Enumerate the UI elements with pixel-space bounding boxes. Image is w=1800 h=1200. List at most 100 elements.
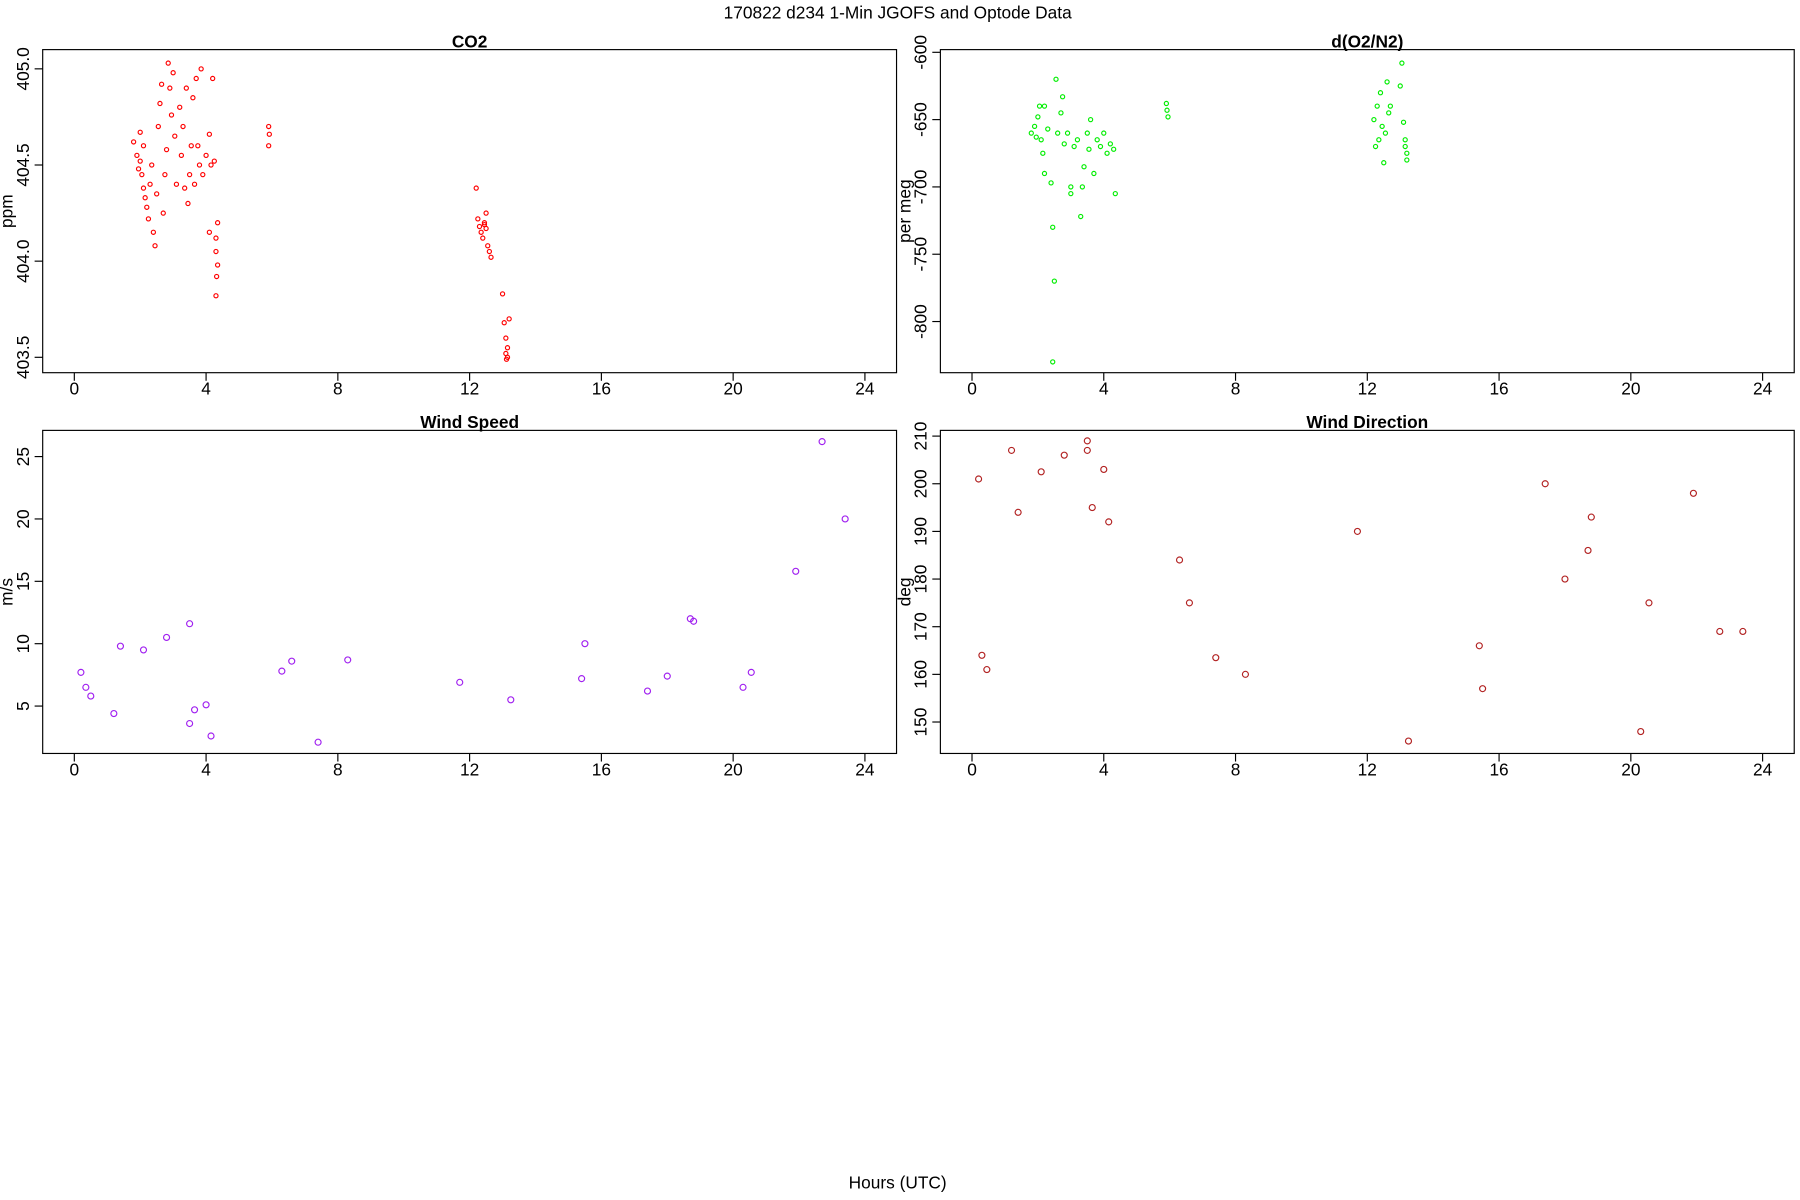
point bbox=[211, 158, 217, 164]
point bbox=[818, 438, 826, 446]
point bbox=[1400, 119, 1407, 125]
point bbox=[485, 243, 491, 249]
point bbox=[1087, 116, 1094, 123]
x-tick-label: 24 bbox=[1753, 759, 1773, 779]
point bbox=[456, 678, 464, 686]
x-tick-label: 16 bbox=[592, 759, 611, 779]
point bbox=[1068, 190, 1074, 197]
point bbox=[1397, 83, 1403, 89]
point bbox=[1037, 468, 1045, 476]
x-tick-label: 20 bbox=[1621, 759, 1640, 779]
point bbox=[147, 181, 153, 187]
point bbox=[150, 229, 157, 235]
point bbox=[152, 243, 158, 249]
point bbox=[481, 220, 488, 226]
point bbox=[1031, 123, 1038, 129]
point bbox=[82, 683, 90, 691]
point bbox=[1041, 103, 1048, 109]
point bbox=[480, 235, 486, 241]
point bbox=[1051, 278, 1058, 284]
point bbox=[1689, 489, 1698, 497]
y-axis-label: per meg bbox=[894, 179, 914, 242]
point bbox=[1036, 103, 1043, 109]
point bbox=[1059, 94, 1066, 100]
point bbox=[163, 146, 170, 153]
point bbox=[1645, 599, 1653, 607]
point bbox=[183, 85, 189, 91]
x-tick-label: 12 bbox=[460, 379, 479, 399]
point bbox=[186, 171, 193, 178]
point bbox=[1107, 141, 1114, 147]
y-tick-label: 20 bbox=[13, 509, 33, 528]
point bbox=[185, 200, 191, 207]
point bbox=[87, 692, 95, 700]
point bbox=[137, 158, 143, 164]
point bbox=[1083, 437, 1091, 445]
point bbox=[77, 668, 85, 676]
x-tick-label: 16 bbox=[1489, 379, 1508, 399]
point bbox=[1372, 143, 1379, 150]
point bbox=[483, 210, 489, 216]
point bbox=[182, 185, 188, 191]
chart-title: Wind Speed bbox=[420, 412, 519, 432]
point bbox=[506, 316, 512, 322]
point bbox=[1058, 110, 1064, 116]
x-tick-label: 12 bbox=[1358, 379, 1377, 399]
point bbox=[154, 191, 160, 197]
y-tick-label: 150 bbox=[911, 708, 931, 737]
point bbox=[137, 129, 143, 135]
point bbox=[160, 210, 166, 216]
point bbox=[1101, 130, 1107, 136]
point bbox=[180, 123, 186, 130]
point bbox=[142, 195, 148, 201]
point bbox=[314, 738, 322, 746]
point bbox=[1739, 627, 1747, 636]
point bbox=[162, 633, 171, 642]
point bbox=[581, 640, 589, 648]
point bbox=[190, 95, 196, 101]
point bbox=[157, 100, 163, 107]
point bbox=[200, 171, 206, 178]
y-tick-label: 190 bbox=[911, 517, 931, 546]
point bbox=[501, 320, 507, 326]
point bbox=[167, 85, 173, 91]
y-axis-label: ppm bbox=[0, 194, 17, 228]
point bbox=[1071, 143, 1077, 150]
chart-title: d(O2/N2) bbox=[1331, 31, 1403, 51]
point bbox=[168, 112, 175, 118]
point bbox=[690, 617, 698, 625]
x-axis-label: Hours (UTC) bbox=[849, 1172, 947, 1192]
point bbox=[1716, 627, 1724, 636]
point bbox=[1587, 513, 1595, 521]
point bbox=[1040, 150, 1046, 156]
point bbox=[1404, 737, 1413, 745]
point bbox=[213, 235, 219, 241]
point bbox=[206, 229, 213, 235]
x-tick-label: 16 bbox=[592, 379, 611, 399]
point bbox=[172, 133, 178, 139]
point bbox=[1379, 123, 1385, 129]
point bbox=[1050, 359, 1056, 365]
point bbox=[488, 254, 494, 260]
point bbox=[139, 171, 145, 178]
x-tick-label: 8 bbox=[333, 759, 343, 779]
point bbox=[1404, 157, 1410, 163]
point bbox=[190, 706, 199, 714]
y-tick-label: 5 bbox=[13, 701, 33, 711]
x-tick-label: 4 bbox=[1099, 379, 1109, 399]
point bbox=[203, 152, 209, 159]
point bbox=[207, 732, 215, 740]
point bbox=[1382, 130, 1389, 136]
point bbox=[198, 66, 204, 72]
y-axis-label: m/s bbox=[0, 578, 17, 606]
y-tick-label: 200 bbox=[911, 469, 931, 498]
point bbox=[1053, 76, 1059, 82]
point bbox=[1374, 103, 1380, 109]
point bbox=[186, 620, 194, 628]
point bbox=[266, 123, 272, 130]
point bbox=[1035, 114, 1041, 120]
point bbox=[1164, 107, 1170, 113]
point bbox=[473, 185, 479, 191]
point bbox=[1074, 137, 1081, 143]
point bbox=[1055, 130, 1061, 136]
